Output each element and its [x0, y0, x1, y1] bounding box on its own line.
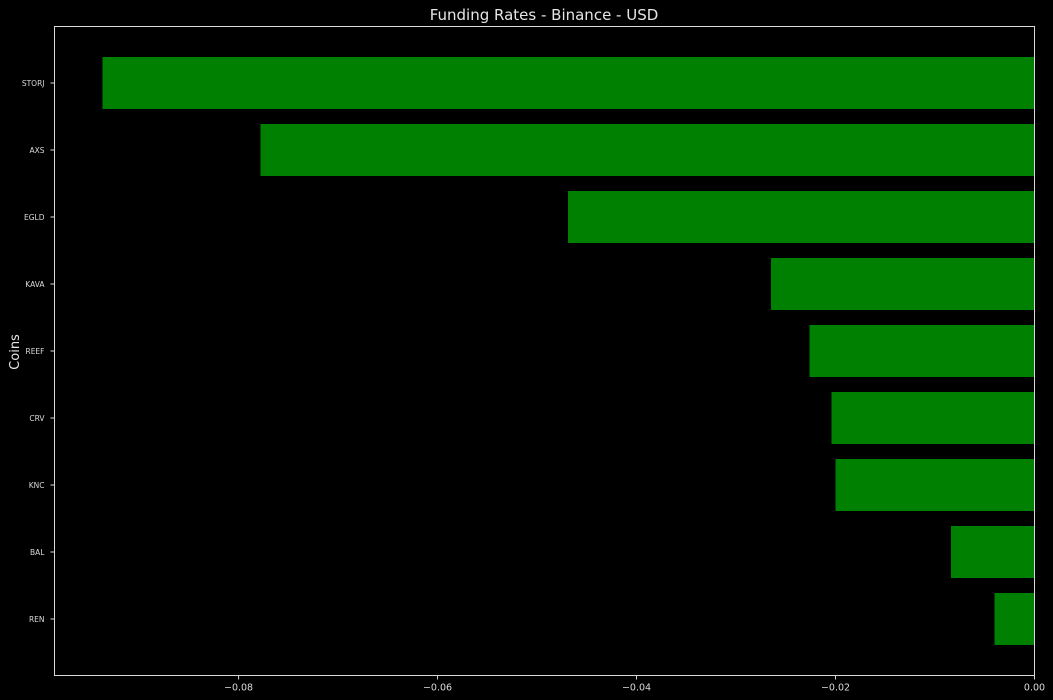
x-tick-label: −0.08 — [224, 683, 253, 694]
y-tick-label: KNC — [29, 481, 45, 490]
bar-kava — [770, 258, 1035, 310]
bar-reef — [809, 325, 1035, 377]
y-tick-label: BAL — [30, 548, 45, 557]
y-tick-label: STORJ — [22, 79, 45, 88]
x-tick-label: 0.00 — [1024, 683, 1045, 694]
bar-storj — [102, 57, 1035, 109]
y-tick-label: AXS — [29, 146, 44, 155]
y-ticks-group: STORJ AXS EGLD KAVA REEF CRV KNC BAL REN — [22, 79, 55, 624]
x-ticks-group: −0.08 −0.06 −0.04 −0.02 0.00 — [224, 675, 1045, 694]
plot-frame — [54, 26, 1035, 676]
y-axis-label: Coins — [8, 334, 23, 370]
x-tick-label: −0.04 — [622, 683, 651, 694]
bar-ren — [994, 593, 1035, 645]
x-tick-label: −0.06 — [423, 683, 452, 694]
y-tick-label: KAVA — [25, 280, 45, 289]
bar-egld — [567, 191, 1035, 243]
x-tick-label: −0.02 — [821, 683, 850, 694]
bar-crv — [831, 392, 1035, 444]
y-tick-label: REN — [29, 615, 45, 624]
bar-bal — [950, 526, 1035, 578]
bar-axs — [260, 124, 1035, 176]
y-tick-label: CRV — [29, 414, 45, 423]
bars-group — [102, 57, 1035, 645]
y-tick-label: REEF — [25, 347, 44, 356]
bar-knc — [835, 459, 1035, 511]
y-tick-label: EGLD — [24, 213, 45, 222]
chart-title: Funding Rates - Binance - USD — [430, 6, 659, 24]
